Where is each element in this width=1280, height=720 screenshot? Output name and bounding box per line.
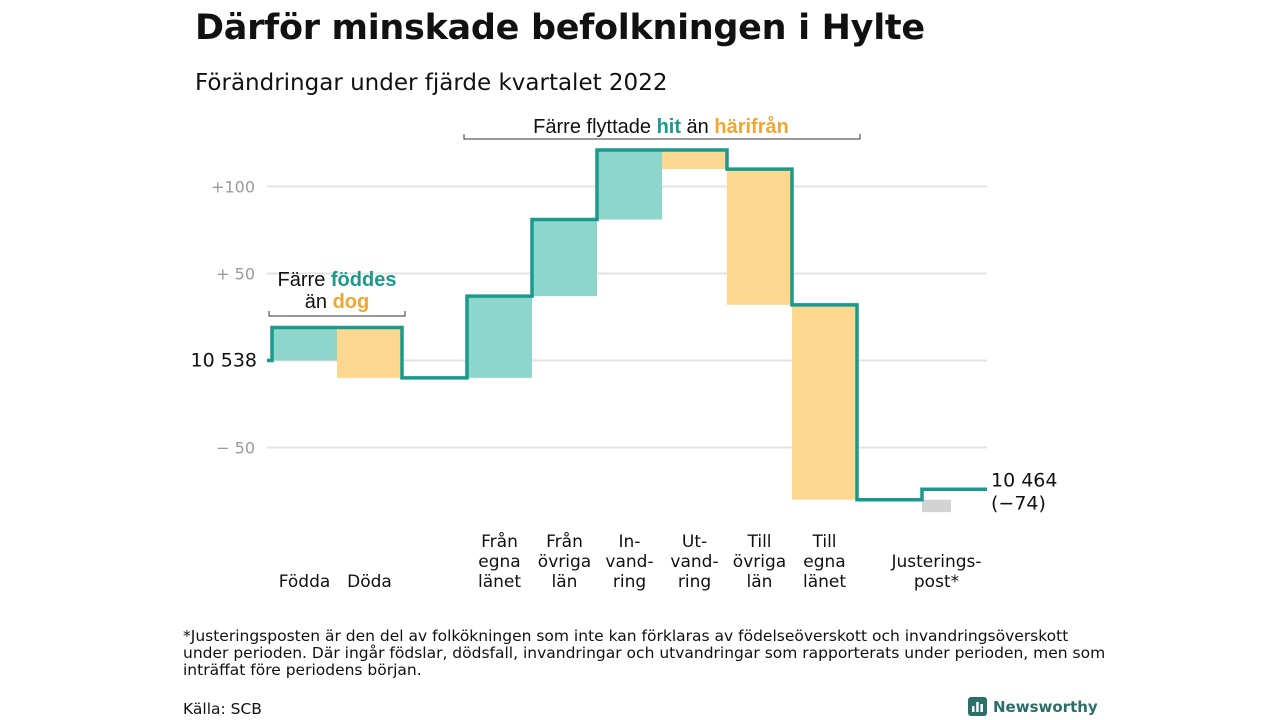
bar-4 xyxy=(532,219,597,297)
labels: +100 + 50 − 50 10 538 10 464(−74) Födda Döda Fr… xyxy=(191,115,1058,592)
category-label: Döda xyxy=(347,572,392,592)
start-value-label: 10 538 xyxy=(191,350,257,372)
category-label: ring xyxy=(678,572,711,592)
bar-9 xyxy=(922,499,951,513)
category-label: vand- xyxy=(605,552,653,572)
annotation-bracket xyxy=(463,134,861,140)
chart-subtitle: Förändringar under fjärde kvartalet 2022 xyxy=(195,70,668,96)
bar-6 xyxy=(662,149,727,170)
annotation-text: än xyxy=(305,291,333,313)
category-label: ring xyxy=(613,572,646,592)
source: Källa: SCB xyxy=(183,700,262,718)
footnote: *Justeringsposten är den del av folkökni… xyxy=(183,627,1106,679)
category-label: egna xyxy=(478,552,520,572)
annotation-in-word: hit xyxy=(657,116,682,138)
category-label: vand- xyxy=(670,552,718,572)
category-label: In- xyxy=(619,532,641,552)
annotation-bracket xyxy=(268,311,406,317)
grid-lines xyxy=(267,185,987,449)
end-change-label: (−74) xyxy=(991,492,1046,514)
annotation-text: än xyxy=(681,116,714,138)
category-label: övriga xyxy=(538,552,591,572)
y-tick-label: + 50 xyxy=(216,265,255,284)
category-label: Justerings- xyxy=(890,552,981,572)
annotation-text: Färre xyxy=(278,269,331,291)
category-label: län xyxy=(552,572,578,592)
annotation-births: Färre föddes xyxy=(278,269,397,291)
chart-title: Därför minskade befolkningen i Hylte xyxy=(195,8,925,48)
category-label: länet xyxy=(803,572,846,592)
category-label: län xyxy=(747,572,773,592)
y-tick-label: − 50 xyxy=(216,439,255,458)
category-label: Från xyxy=(546,531,583,552)
annotation-out-word: dog xyxy=(333,291,370,313)
brand-name: Newsworthy xyxy=(993,697,1098,716)
category-label: Till xyxy=(746,532,771,552)
bar-2 xyxy=(337,327,402,378)
annotation-migration: Färre flyttade hit än härifrån xyxy=(533,115,789,138)
category-label: Till xyxy=(811,532,836,552)
category-label: egna xyxy=(803,552,845,572)
y-tick-label: +100 xyxy=(211,178,255,197)
category-label: post* xyxy=(914,572,959,592)
annotation-text: Färre flyttade xyxy=(533,116,656,138)
annotation-out-word: härifrån xyxy=(714,115,788,138)
bar-5 xyxy=(597,149,662,220)
category-label: övriga xyxy=(733,552,786,572)
bar-8 xyxy=(792,304,857,500)
end-value-label: 10 464 xyxy=(991,469,1057,491)
category-label: länet xyxy=(478,572,521,592)
bar-chart-icon xyxy=(968,697,987,716)
brand-logo: Newsworthy xyxy=(968,697,1098,716)
category-label: Från xyxy=(481,531,518,552)
bar-1 xyxy=(272,327,337,361)
bars xyxy=(272,149,951,513)
annotation-in-word: föddes xyxy=(331,269,397,291)
bar-3 xyxy=(467,296,532,378)
annotation-deaths: än dog xyxy=(305,291,369,313)
category-label: Födda xyxy=(279,572,331,592)
bar-7 xyxy=(727,169,792,305)
step-line xyxy=(267,148,987,502)
category-label: Ut- xyxy=(682,532,707,552)
